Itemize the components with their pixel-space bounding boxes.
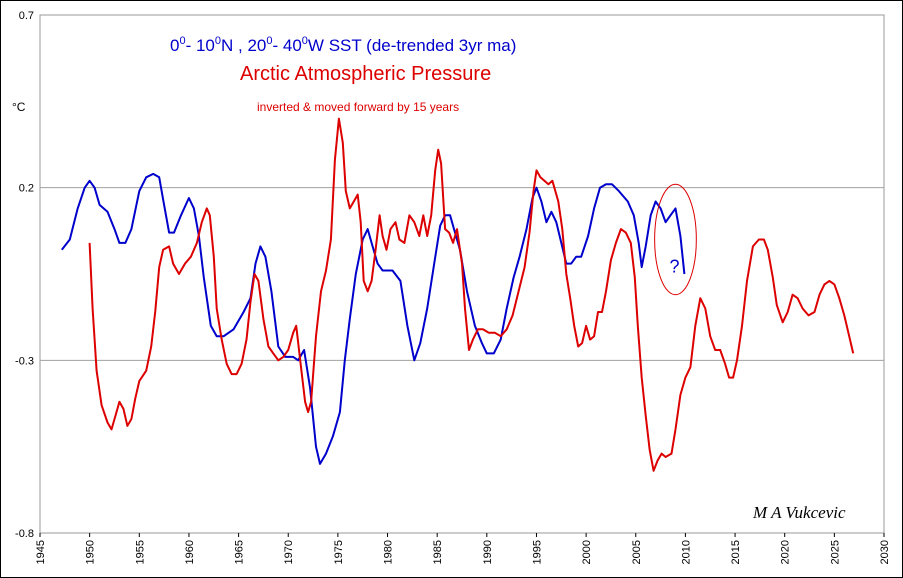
- x-tick-label: 1990: [482, 540, 494, 564]
- x-tick-label: 1985: [432, 540, 444, 564]
- title-line-1: 00- 100N , 200- 400W SST (de-trended 3yr…: [170, 35, 516, 55]
- x-tick-label: 2010: [680, 540, 692, 564]
- x-tick-label: 1955: [134, 540, 146, 564]
- y-tick-label: 0.2: [19, 183, 34, 195]
- x-tick-label: 2025: [829, 540, 841, 564]
- pressure-series-line: [88, 117, 855, 472]
- x-tick-label: 1995: [531, 540, 543, 564]
- title-line-2: Arctic Atmospheric Pressure: [240, 63, 491, 85]
- gridlines: [40, 187, 884, 361]
- x-tick-label: 2015: [730, 540, 742, 564]
- x-tick-label: 2020: [780, 540, 792, 564]
- x-tick-label: 2005: [631, 540, 643, 564]
- x-tick-label: 1950: [85, 540, 97, 564]
- y-tick-label: 0.7: [19, 10, 34, 22]
- sst-series-line: [61, 172, 686, 465]
- annotation-question-mark: ?: [669, 256, 679, 276]
- x-tick-label: 1965: [234, 540, 246, 564]
- x-tick-label: 1980: [383, 540, 395, 564]
- x-tick-label: 2030: [879, 540, 891, 564]
- x-tick-label: 1975: [333, 540, 345, 564]
- x-tick-label: 1945: [35, 540, 47, 564]
- x-tick-label: 2000: [581, 540, 593, 564]
- y-tick-label: -0.8: [15, 528, 34, 540]
- y-axis-ticks: 0.7 0.2 -0.3 -0.8: [15, 10, 34, 540]
- y-axis-unit-label: °C: [12, 100, 26, 114]
- y-tick-label: -0.3: [15, 355, 34, 367]
- author-signature: M A Vukcevic: [752, 503, 846, 522]
- x-axis-ticks: 1945 1950 1955 1960 1965 1970 1975 1980 1985 1990…: [35, 533, 891, 564]
- subtitle: inverted & moved forward by 15 years: [257, 100, 459, 114]
- annotation-ellipse: [654, 183, 697, 296]
- series-layer: [61, 117, 855, 472]
- x-tick-label: 1960: [184, 540, 196, 564]
- x-tick-label: 1970: [283, 540, 295, 564]
